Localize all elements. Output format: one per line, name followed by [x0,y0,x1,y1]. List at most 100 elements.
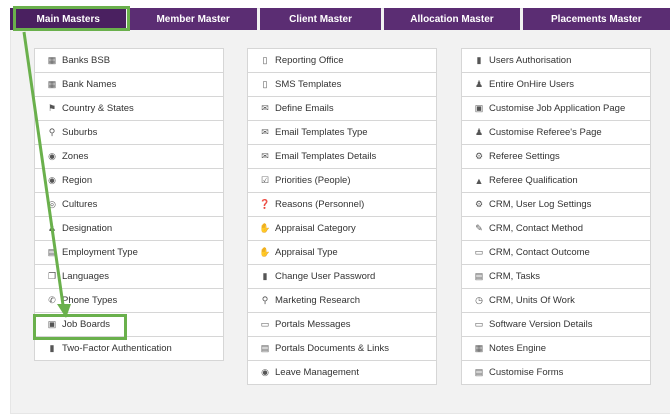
master-item[interactable]: ◷ CRM, Units Of Work [461,289,651,313]
master-item-label: Reporting Office [275,55,344,66]
document-icon: ▤ [474,367,484,377]
lock-icon: ▮ [476,55,482,65]
master-item[interactable]: ▭ CRM, Contact Outcome [461,241,651,265]
master-item-label: Customise Forms [489,367,564,378]
user-plus-icon: ♟ [474,127,484,137]
master-item[interactable]: ☑ Priorities (People) [247,169,437,193]
wrench-icon: ✎ [475,223,483,233]
thumbs-up-icon: ✋ [259,223,271,233]
list-icon: ▤ [474,271,484,281]
master-item-label: Portals Documents & Links [275,343,390,354]
master-item[interactable]: ✋ Appraisal Type [247,241,437,265]
master-item[interactable]: ▤ Portals Documents & Links [247,337,437,361]
master-item[interactable]: ⚲ Suburbs [34,121,224,145]
master-item-label: Customise Job Application Page [489,103,626,114]
master-item-label: Appraisal Category [275,223,356,234]
tab-member-master[interactable]: Member Master [129,8,257,30]
master-item-label: Portals Messages [275,319,351,330]
cogs-icon: ⚙ [474,151,484,161]
globe-icon: ◉ [48,175,56,185]
master-item[interactable]: ✉ Email Templates Type [247,121,437,145]
master-item-label: Define Emails [275,103,334,114]
master-item[interactable]: ♟ Entire OnHire Users [461,73,651,97]
master-item-label: Cultures [62,199,98,210]
tab-main-masters[interactable]: Main Masters [10,8,127,30]
master-item-label: Zones [62,151,89,162]
master-item[interactable]: ▦ Bank Names [34,73,224,97]
tab-placements-master[interactable]: Placements Master [522,8,670,30]
master-item[interactable]: ▮ Users Authorisation [461,48,651,73]
envelope-icon: ✉ [261,127,269,137]
master-item[interactable]: ▯ Reporting Office [247,48,437,73]
tab-allocation-master[interactable]: Allocation Master [384,8,520,30]
master-item[interactable]: ⚙ Referee Settings [461,145,651,169]
master-item[interactable]: ✉ Define Emails [247,97,437,121]
master-item[interactable]: ▣ Job Boards [34,313,224,337]
gear-icon: ⚙ [474,199,484,209]
master-item-label: SMS Templates [275,79,342,90]
master-item[interactable]: ◉ Region [34,169,224,193]
master-item[interactable]: ❓ Reasons (Personnel) [247,193,437,217]
master-item[interactable]: ▮ Two-Factor Authentication [34,337,224,361]
master-item-label: Languages [62,271,110,282]
job-boards-highlight-box [33,314,127,340]
tab-client-master[interactable]: Client Master [259,8,382,30]
bank-icon: ▦ [47,79,57,89]
master-item[interactable]: ◉ Leave Management [247,361,437,385]
master-item[interactable]: ▦ Banks BSB [34,48,224,73]
master-item-label: Email Templates Details [275,151,377,162]
master-item[interactable]: ✆ Phone Types [34,289,224,313]
language-icon: ❐ [47,271,57,281]
master-item-label: Priorities (People) [275,175,351,186]
master-item[interactable]: ⚲ Marketing Research [247,289,437,313]
master-item-label: Job Boards [62,319,111,330]
search-icon: ⚲ [261,295,269,305]
monitor-icon: ▭ [474,319,484,329]
master-item[interactable]: ▤ CRM, Tasks [461,265,651,289]
monitor-icon: ▭ [260,319,270,329]
map-marker-icon: ⚲ [48,127,56,137]
document-icon: ▤ [260,343,270,353]
master-item[interactable]: ✎ CRM, Contact Method [461,217,651,241]
bank-icon: ▦ [47,55,57,65]
master-item-label: CRM, Units Of Work [489,295,575,306]
master-item-label: Change User Password [275,271,376,282]
unlock-icon: ▮ [262,271,268,281]
master-item[interactable]: ✉ Email Templates Details [247,145,437,169]
master-item[interactable]: ▭ Portals Messages [247,313,437,337]
users-icon: ♟ [474,79,484,89]
flag-icon: ⚑ [47,103,57,113]
master-item-label: Customise Referee's Page [489,127,602,138]
tab-highlight-box [13,6,130,31]
thumbs-up-icon: ✋ [259,247,271,257]
master-item-label: CRM, Contact Method [489,223,583,234]
master-item[interactable]: ⚑ Country & States [34,97,224,121]
master-item[interactable]: ▯ SMS Templates [247,73,437,97]
master-item-label: Two-Factor Authentication [62,343,172,354]
master-item[interactable]: ♟ Customise Referee's Page [461,121,651,145]
master-item[interactable]: ♟ Designation [34,217,224,241]
master-item-label: Notes Engine [489,343,547,354]
master-item[interactable]: ▭ Software Version Details [461,313,651,337]
master-item[interactable]: ▲ Referee Qualification [461,169,651,193]
graduation-cap-icon: ▲ [474,175,484,186]
master-item-label: Appraisal Type [275,247,338,258]
master-item[interactable]: ▤ Customise Forms [461,361,651,385]
mobile-icon: ▯ [262,79,268,89]
envelope-icon: ✉ [261,103,269,113]
master-item[interactable]: ▦ Notes Engine [461,337,651,361]
globe-icon: ◉ [261,367,269,377]
master-item[interactable]: ⚙ CRM, User Log Settings [461,193,651,217]
master-item[interactable]: ▮ Change User Password [247,265,437,289]
master-item[interactable]: ◎ Cultures [34,193,224,217]
comment-icon: ▭ [474,247,484,257]
master-item[interactable]: ▣ Customise Job Application Page [461,97,651,121]
masters-column-3: ▮ Users Authorisation ♟ Entire OnHire Users… [461,48,651,385]
envelope-icon: ✉ [261,151,269,161]
master-item[interactable]: ▤ Employment Type [34,241,224,265]
master-item[interactable]: ◉ Zones [34,145,224,169]
master-item[interactable]: ✋ Appraisal Category [247,217,437,241]
master-item-label: Leave Management [275,367,359,378]
building-icon: ▯ [262,55,268,65]
master-item[interactable]: ❐ Languages [34,265,224,289]
